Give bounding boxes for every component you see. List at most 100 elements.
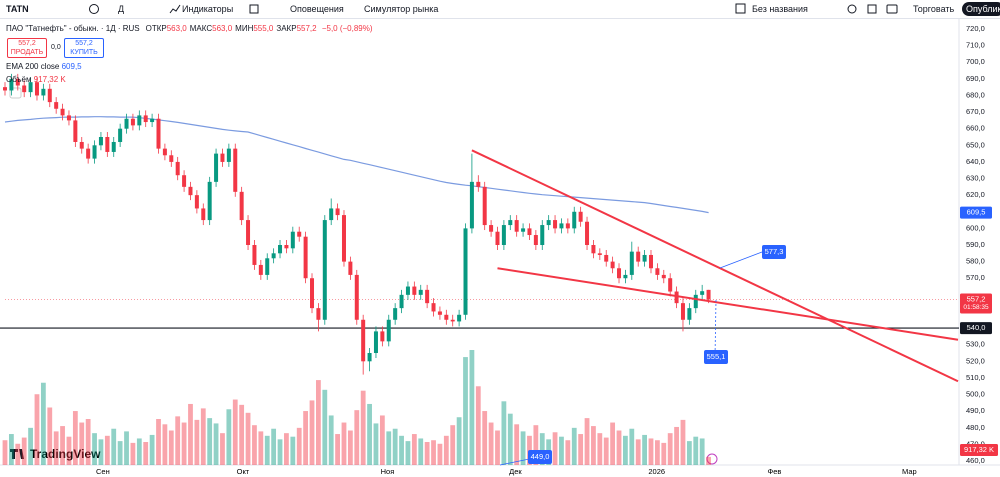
ema-axis-box <box>960 206 992 219</box>
volume-bar <box>220 433 225 465</box>
y-tick-label: 530,0 <box>966 340 985 349</box>
bubble <box>528 450 552 464</box>
bubble-pointer <box>714 299 717 358</box>
candle-body <box>469 181 474 229</box>
candle-body <box>476 181 481 187</box>
volume-bar <box>482 411 488 465</box>
candle-body <box>572 211 577 229</box>
publish[interactable]: Опубликовать <box>962 2 1000 16</box>
volume-bar <box>488 422 494 465</box>
x-tick-label: Фев <box>768 467 782 476</box>
volume-axis-box <box>960 444 998 456</box>
candle-body <box>188 186 193 196</box>
y-tick-label: 700,0 <box>966 57 985 66</box>
volume-bar <box>386 431 392 465</box>
y-tick-label: 480,0 <box>966 423 985 432</box>
volume-bar <box>72 411 78 465</box>
volume-bar <box>706 456 711 465</box>
volume-bar <box>360 390 366 465</box>
candle-body <box>98 137 103 146</box>
volume-bar <box>367 403 372 465</box>
volume-bar <box>610 422 616 465</box>
volume-bar <box>514 424 520 465</box>
candle-body <box>246 220 251 245</box>
volume-bar <box>2 440 8 465</box>
volume-bar <box>469 350 475 465</box>
interval[interactable]: Д <box>118 4 125 14</box>
candle-body <box>143 115 148 123</box>
volume-bar <box>258 431 264 465</box>
candle-body <box>680 303 685 320</box>
candle-body <box>489 225 494 232</box>
collapse-button[interactable] <box>9 87 22 99</box>
candle-body <box>252 245 257 265</box>
settings-icon <box>847 4 857 14</box>
trade[interactable]: Торговать <box>913 4 955 14</box>
y-tick-label: 600,0 <box>966 223 985 232</box>
candle-body <box>214 153 219 182</box>
candle-body <box>418 289 423 295</box>
y-tick-label: 630,0 <box>966 174 985 183</box>
candle-body <box>156 118 161 149</box>
candle-body <box>412 286 417 295</box>
volume-bar <box>92 433 97 465</box>
volume-bar <box>149 434 155 465</box>
indicators[interactable]: Индикаторы <box>182 4 234 14</box>
volume-bar <box>316 380 321 465</box>
volume-bar <box>603 437 609 465</box>
toolbar-icons <box>89 3 898 14</box>
x-tick-label: Дек <box>509 467 522 476</box>
spread: 0,0 <box>51 44 61 51</box>
volume-bar <box>213 423 219 465</box>
volume-bar <box>232 399 238 465</box>
volume-bar <box>539 433 545 465</box>
candle-body <box>348 261 353 275</box>
candle-body <box>463 228 468 315</box>
x-tick-label: 2026 <box>648 467 665 476</box>
candle-body <box>559 223 564 229</box>
volume-bar <box>271 428 277 465</box>
volume-bar <box>130 442 136 465</box>
candle-body <box>533 235 538 245</box>
sell-button[interactable]: 557,2 ПРОДАТЬ <box>7 38 47 58</box>
volume-bar <box>34 394 40 465</box>
replay[interactable]: Симулятор рынка <box>364 4 439 14</box>
candle-body <box>527 228 532 236</box>
candle-body <box>623 274 628 279</box>
candle-body <box>284 245 289 249</box>
volume-bar <box>546 439 552 465</box>
ema-axis-label: 609,5 <box>967 208 986 217</box>
volume-bar <box>8 434 14 465</box>
candle-body <box>226 148 231 162</box>
candle-body <box>553 220 558 229</box>
volume-bar <box>437 443 443 465</box>
volume-bar <box>533 425 539 465</box>
candle-body <box>597 253 602 255</box>
candle-body <box>674 291 679 304</box>
volume-bar <box>565 440 571 465</box>
layout-name[interactable]: Без названия <box>752 4 808 14</box>
y-tick-label: 620,0 <box>966 190 985 199</box>
volume-bar <box>111 428 117 465</box>
sell-label: ПРОДАТЬ <box>10 49 44 56</box>
last-price-countdown: 01:58:35 <box>963 304 989 311</box>
symbol[interactable]: TATN <box>6 4 29 14</box>
volume-bar <box>584 418 590 465</box>
volume-bar <box>379 415 385 465</box>
candle-body <box>687 308 692 320</box>
last-price-box <box>960 293 992 314</box>
candle-body <box>546 220 551 226</box>
volume-bar <box>303 411 309 465</box>
buy-button[interactable]: 557,2 КУПИТЬ <box>64 38 104 58</box>
alerts[interactable]: Оповещения <box>290 4 344 14</box>
candle-body <box>457 314 462 322</box>
candle-body <box>693 294 698 309</box>
candle-body <box>60 108 65 116</box>
y-tick-label: 580,0 <box>966 257 985 266</box>
event-icon[interactable] <box>706 453 718 465</box>
candle-body <box>514 220 519 232</box>
volume-bar <box>686 441 692 465</box>
candle-body <box>118 128 123 142</box>
